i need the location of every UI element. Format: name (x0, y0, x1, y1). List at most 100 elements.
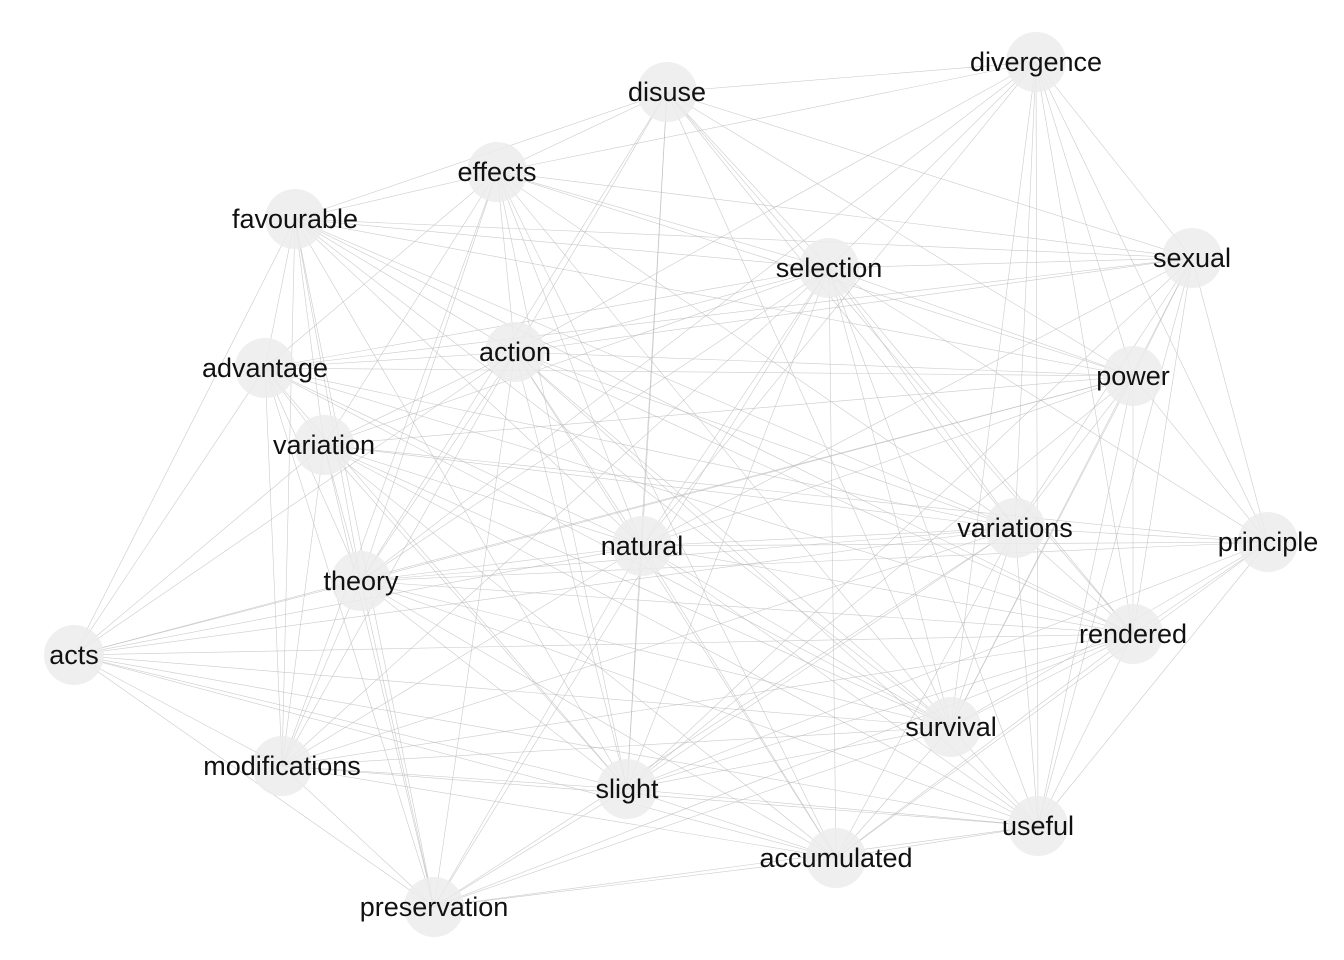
edge-effects-advantage (264, 171, 498, 369)
edge-favourable-slight (294, 218, 628, 790)
edge-slight-useful (626, 788, 1039, 827)
node-disuse: disuse (628, 62, 706, 122)
edge-advantage-survival (264, 367, 952, 728)
edge-rendered-modifications (281, 633, 1134, 767)
edge-divergence-sexual (1035, 61, 1193, 259)
edge-selection-preservation (433, 267, 830, 908)
edge-advantage-modifications (264, 367, 283, 767)
edge-disuse-effects (496, 91, 668, 173)
edge-rendered-useful (1037, 633, 1134, 827)
node-circle-advantage (235, 338, 295, 398)
edge-selection-survival (828, 267, 952, 728)
edge-disuse-action (514, 91, 668, 353)
node-accumulated: accumulated (759, 828, 913, 888)
node-useful: useful (1002, 796, 1074, 856)
node-slight: slight (595, 759, 659, 819)
edge-theory-useful (360, 580, 1039, 827)
edge-advantage-preservation (264, 367, 435, 908)
edge-action-slight (514, 351, 628, 790)
edge-favourable-survival (294, 218, 952, 728)
edge-rendered-preservation (433, 633, 1134, 908)
edge-variations-accumulated (835, 527, 1016, 859)
node-divergence: divergence (970, 32, 1102, 92)
edge-principle-useful (1037, 541, 1269, 827)
node-acts: acts (44, 625, 104, 685)
edge-divergence-principle (1035, 61, 1269, 543)
edge-selection-sexual (828, 257, 1193, 269)
edge-action-rendered (514, 351, 1134, 635)
edge-advantage-rendered (264, 367, 1134, 635)
edge-advantage-natural (264, 367, 643, 547)
edge-favourable-variations (294, 218, 1016, 529)
node-advantage: advantage (202, 338, 328, 398)
edge-effects-sexual (496, 171, 1193, 259)
node-variation: variation (273, 415, 375, 475)
edge-action-preservation (433, 351, 516, 908)
edge-theory-accumulated (360, 580, 837, 859)
edge-rendered-survival (950, 633, 1134, 728)
edge-disuse-selection (666, 91, 830, 269)
node-label-principle: principle (1218, 527, 1319, 557)
edge-divergence-effects (496, 61, 1037, 173)
edge-modifications-useful (281, 765, 1039, 827)
node-preservation: preservation (360, 877, 508, 937)
edge-favourable-variation (294, 218, 325, 446)
edge-theory-survival (360, 580, 952, 728)
edge-principle-slight (626, 541, 1269, 790)
edge-sexual-principle (1191, 257, 1269, 543)
node-label-useful: useful (1002, 811, 1074, 841)
edge-power-useful (1037, 375, 1134, 827)
node-circle-variations (985, 498, 1045, 558)
node-circle-acts (44, 625, 104, 685)
node-label-selection: selection (776, 253, 883, 283)
edge-effects-theory (360, 171, 498, 582)
edge-disuse-slight (626, 91, 668, 790)
node-label-effects: effects (457, 157, 536, 187)
edge-slight-accumulated (626, 788, 837, 859)
edge-sexual-variations (1014, 257, 1193, 529)
nodes-layer: divergence disuse effects favourable selecti… (44, 32, 1318, 937)
edge-disuse-survival (666, 91, 952, 728)
edge-action-modifications (281, 351, 516, 767)
node-label-advantage: advantage (202, 353, 328, 383)
edge-variation-survival (323, 444, 952, 728)
edge-advantage-power (264, 367, 1134, 377)
node-survival: survival (905, 697, 997, 757)
node-circle-variation (294, 415, 354, 475)
edge-acts-modifications (73, 654, 283, 767)
edge-effects-favourable (294, 171, 498, 220)
edge-survival-preservation (433, 726, 952, 908)
node-circle-selection (799, 238, 859, 298)
edge-divergence-power (1035, 61, 1134, 377)
edge-advantage-action (264, 351, 516, 369)
edge-natural-theory (360, 545, 643, 582)
edge-sexual-rendered (1132, 257, 1193, 635)
node-circle-favourable (265, 189, 325, 249)
edge-selection-useful (828, 267, 1039, 827)
edge-accumulated-preservation (433, 857, 837, 908)
node-favourable: favourable (232, 189, 358, 249)
edge-selection-action (514, 267, 830, 353)
node-power: power (1096, 346, 1170, 406)
edge-divergence-disuse (666, 61, 1037, 93)
node-label-acts: acts (49, 640, 99, 670)
node-label-favourable: favourable (232, 204, 358, 234)
edge-natural-rendered (641, 545, 1134, 635)
edge-action-power (514, 351, 1134, 377)
node-circle-natural (612, 516, 672, 576)
edge-natural-principle (641, 541, 1269, 547)
edge-selection-accumulated (828, 267, 837, 859)
edge-modifications-preservation (281, 765, 435, 908)
edge-power-slight (626, 375, 1134, 790)
edge-selection-variations (828, 267, 1016, 529)
edge-power-acts (73, 375, 1134, 656)
edge-power-variation (323, 375, 1134, 446)
edge-theory-preservation (360, 580, 435, 908)
node-label-theory: theory (323, 566, 399, 596)
edge-modifications-slight (281, 765, 628, 790)
node-circle-divergence (1006, 32, 1066, 92)
edge-selection-power (828, 267, 1134, 377)
edge-variation-accumulated (323, 444, 837, 859)
edge-power-principle (1132, 375, 1269, 543)
